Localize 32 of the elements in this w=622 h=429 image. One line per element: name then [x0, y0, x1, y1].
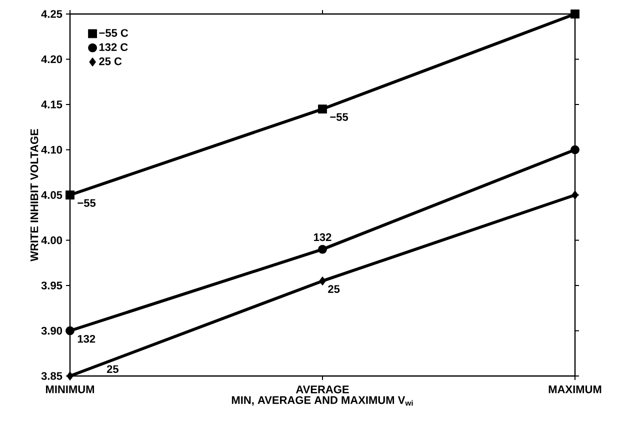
- x-tick-label: AVERAGE: [296, 386, 349, 394]
- y-axis-title: WRITE INHIBIT VOLTAGE: [30, 129, 38, 262]
- y-tick-label: 4.05: [41, 191, 62, 199]
- y-tick-label: 4.25: [41, 10, 62, 18]
- y-tick-label: 4.00: [41, 236, 62, 244]
- y-tick-label: 3.90: [41, 326, 62, 335]
- y-tick-label: 3.95: [41, 282, 62, 290]
- point: [318, 244, 327, 254]
- legend-label: 25 C: [99, 57, 122, 66]
- legend-label: 132 C: [99, 43, 128, 52]
- annotation: −55: [78, 199, 96, 207]
- annotation: 25: [106, 365, 118, 373]
- annotation: −55: [330, 113, 348, 121]
- point: [318, 104, 327, 114]
- point: [66, 326, 74, 336]
- point: [66, 190, 74, 200]
- point: [66, 372, 74, 380]
- point: [570, 145, 580, 154]
- y-tick-label: 4.15: [41, 100, 62, 108]
- legend-label: −55 C: [99, 29, 128, 37]
- x-tick-label: MAXIMUM: [548, 386, 602, 394]
- point: [319, 276, 326, 286]
- annotation: 132: [78, 334, 96, 343]
- y-tick-label: 4.20: [41, 55, 62, 64]
- y-tick-label: 4.10: [41, 146, 62, 154]
- point: [572, 190, 578, 200]
- x-axis-title: MIN, AVERAGE AND MAXIMUM V$_{wi}$: [232, 396, 413, 406]
- x-tick-label: MINIMUM: [46, 386, 94, 394]
- point: [570, 10, 580, 18]
- annotation: 132: [314, 233, 332, 242]
- annotation: 25: [328, 285, 340, 293]
- y-tick-label: 3.85: [41, 372, 62, 380]
